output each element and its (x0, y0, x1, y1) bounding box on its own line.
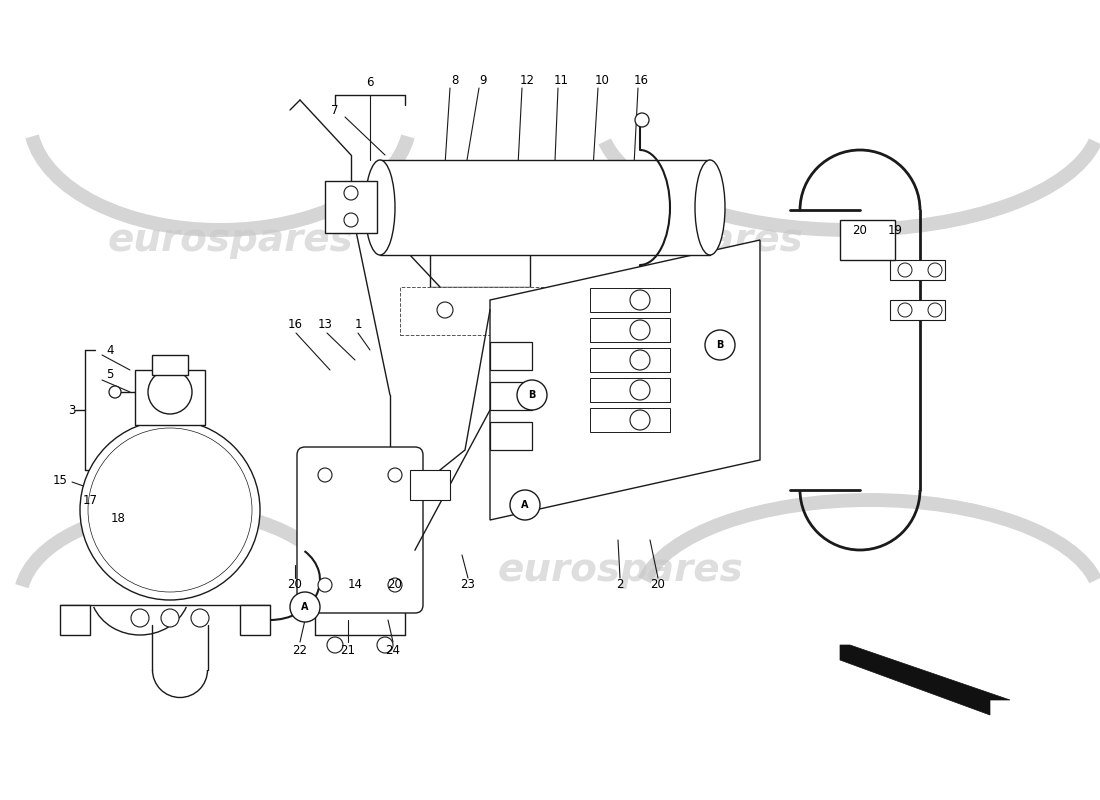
Circle shape (388, 578, 401, 592)
Circle shape (344, 186, 358, 200)
Text: 5: 5 (107, 369, 113, 382)
Text: 24: 24 (385, 643, 400, 657)
Circle shape (630, 290, 650, 310)
Circle shape (928, 303, 942, 317)
Circle shape (630, 410, 650, 430)
Circle shape (898, 303, 912, 317)
Polygon shape (240, 605, 270, 635)
Circle shape (630, 350, 650, 370)
Text: 20: 20 (287, 578, 303, 591)
Bar (840, 220, 895, 260)
Text: 20: 20 (852, 223, 868, 237)
Circle shape (344, 213, 358, 227)
Text: 6: 6 (366, 75, 374, 89)
Circle shape (318, 468, 332, 482)
Text: 20: 20 (650, 578, 666, 591)
Polygon shape (840, 645, 1010, 715)
Circle shape (388, 468, 401, 482)
Polygon shape (490, 240, 760, 520)
Circle shape (131, 609, 149, 627)
Circle shape (630, 380, 650, 400)
Circle shape (635, 113, 649, 127)
Text: 9: 9 (480, 74, 486, 86)
Circle shape (928, 263, 942, 277)
Text: 7: 7 (331, 103, 339, 117)
Circle shape (437, 302, 453, 318)
Circle shape (80, 420, 260, 600)
Text: 2: 2 (616, 578, 624, 591)
Text: eurospares: eurospares (557, 221, 803, 259)
Circle shape (161, 609, 179, 627)
Bar (490, 342, 532, 370)
Text: 22: 22 (293, 643, 308, 657)
Circle shape (510, 490, 540, 520)
Text: 15: 15 (53, 474, 67, 486)
Bar (590, 408, 670, 432)
Bar (890, 260, 945, 280)
Bar (590, 318, 670, 342)
Text: eurospares: eurospares (497, 551, 742, 589)
Bar (410, 470, 450, 500)
Bar (135, 370, 205, 425)
Bar (490, 422, 532, 450)
Bar (379, 160, 710, 255)
Circle shape (290, 592, 320, 622)
Bar (890, 300, 945, 320)
Bar (590, 378, 670, 402)
Text: 20: 20 (387, 578, 403, 591)
Bar (590, 348, 670, 372)
Text: 16: 16 (634, 74, 649, 86)
Circle shape (109, 386, 121, 398)
Bar (590, 288, 670, 312)
FancyBboxPatch shape (297, 447, 424, 613)
Circle shape (898, 263, 912, 277)
Circle shape (377, 637, 393, 653)
Ellipse shape (695, 160, 725, 255)
Polygon shape (60, 605, 90, 635)
Circle shape (318, 578, 332, 592)
Text: 4: 4 (107, 343, 113, 357)
Text: 10: 10 (595, 74, 609, 86)
Bar (152, 355, 188, 375)
Circle shape (630, 320, 650, 340)
Text: 3: 3 (68, 403, 76, 417)
Text: 19: 19 (888, 223, 902, 237)
Text: 18: 18 (111, 511, 125, 525)
Text: A: A (521, 500, 529, 510)
Circle shape (327, 637, 343, 653)
Text: 8: 8 (451, 74, 459, 86)
Circle shape (705, 330, 735, 360)
Text: 21: 21 (341, 643, 355, 657)
Bar (324, 181, 377, 233)
Text: 17: 17 (82, 494, 98, 506)
Text: 14: 14 (348, 578, 363, 591)
Text: B: B (528, 390, 536, 400)
Circle shape (517, 380, 547, 410)
Text: 16: 16 (287, 318, 303, 331)
Text: 11: 11 (553, 74, 569, 86)
Text: 1: 1 (354, 318, 362, 331)
Circle shape (191, 609, 209, 627)
Text: A: A (301, 602, 309, 612)
Bar (400, 287, 600, 335)
Bar (490, 382, 532, 410)
Ellipse shape (365, 160, 395, 255)
Text: eurospares: eurospares (107, 221, 353, 259)
Circle shape (88, 428, 252, 592)
Text: 12: 12 (519, 74, 535, 86)
Text: 23: 23 (461, 578, 475, 591)
Circle shape (148, 370, 192, 414)
Text: B: B (716, 340, 724, 350)
Text: 13: 13 (318, 318, 332, 331)
